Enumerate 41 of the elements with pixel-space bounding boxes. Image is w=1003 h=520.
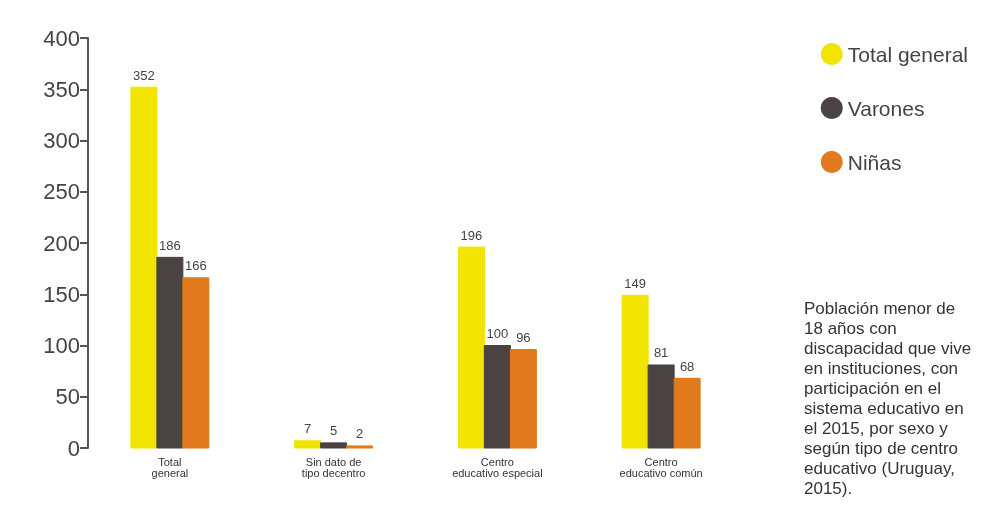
bar <box>156 256 184 449</box>
data-label: 196 <box>460 227 483 243</box>
y-tick-label: 50 <box>55 384 80 410</box>
bar <box>483 345 511 449</box>
data-label: 81 <box>653 345 669 361</box>
legend-label: Niñas <box>847 150 902 174</box>
data-label: 68 <box>679 358 695 374</box>
bar <box>509 349 537 449</box>
data-label: 352 <box>133 67 155 83</box>
data-label: 7 <box>304 421 312 437</box>
bar <box>182 277 210 449</box>
bar <box>346 445 374 449</box>
legend-label: Total general <box>847 42 968 66</box>
text: Población menor de 18 años con discapacidad que vive en instituciones, con participación en el sistema educativo en el 2015, por sexo y según tipo de centro educativo (Uruguay, 2015). <box>804 298 972 498</box>
data-label: 2 <box>356 426 364 442</box>
bar <box>647 364 675 449</box>
data-label: 96 <box>516 330 531 346</box>
bar <box>320 442 348 449</box>
y-tick-label: 150 <box>43 281 80 307</box>
y-tick-label: 200 <box>43 230 80 256</box>
data-label: 166 <box>185 258 207 274</box>
data-label: 5 <box>330 423 338 439</box>
x-tick-label: Total general <box>151 455 189 479</box>
y-tick-label: 400 <box>43 25 80 51</box>
bar <box>294 440 322 449</box>
data-label: 186 <box>159 237 181 253</box>
bar <box>130 86 158 449</box>
y-tick-label: 300 <box>43 128 80 153</box>
y-tick-label: 0 <box>67 435 80 461</box>
legend-label: Varones <box>847 96 925 120</box>
bar <box>673 377 701 449</box>
y-tick-label: 100 <box>43 333 80 358</box>
data-label: 149 <box>624 275 646 291</box>
bar <box>621 294 649 449</box>
x-tick-label: Centro educativo común <box>619 455 703 479</box>
y-tick-label: 350 <box>43 76 80 102</box>
data-label: 100 <box>486 326 509 341</box>
y-tick-label: 250 <box>43 179 80 205</box>
x-tick-label: Sin dato de tipo decentro <box>301 455 366 479</box>
bar <box>457 246 485 449</box>
x-tick-label: Centro educativo especial <box>452 455 543 479</box>
